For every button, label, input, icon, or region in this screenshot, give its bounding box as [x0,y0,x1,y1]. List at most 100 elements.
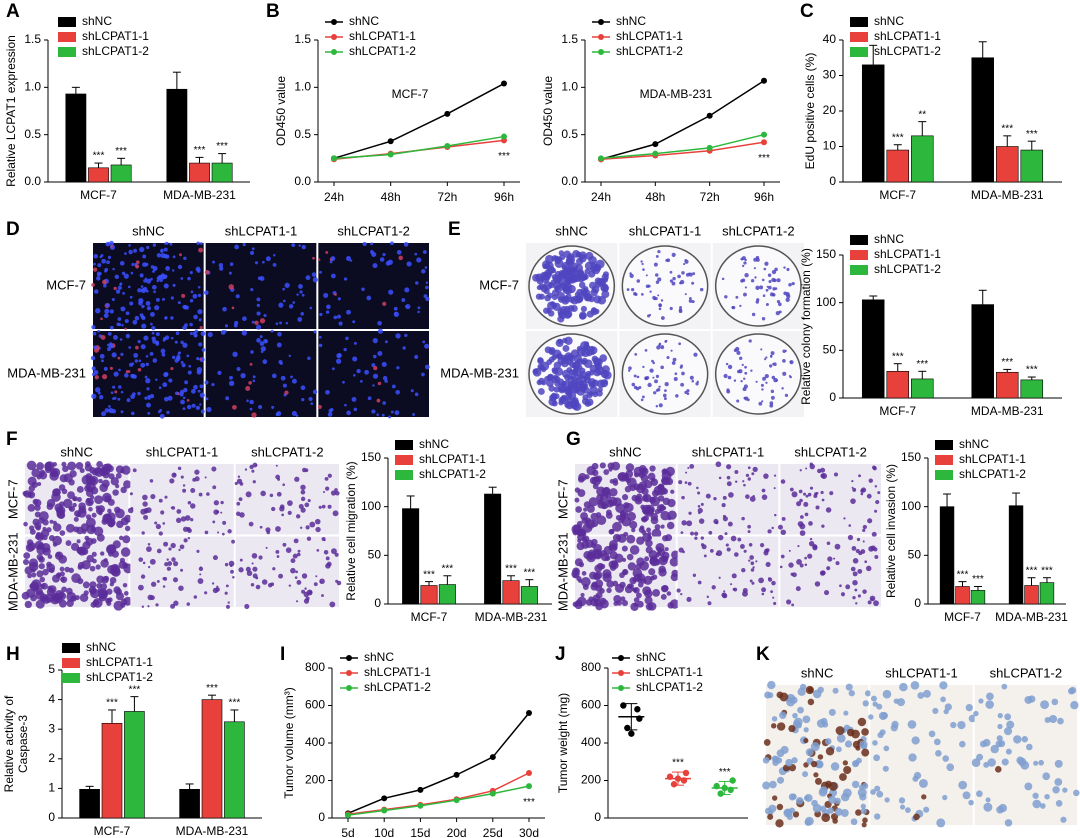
cell [376,413,379,416]
cell [636,279,641,283]
cell [747,524,751,529]
cell [390,410,394,414]
cell [552,302,561,311]
cell [67,491,75,500]
bar [955,586,970,605]
cell [249,407,253,411]
cell [773,601,777,606]
cell [190,290,194,294]
cell [755,285,760,290]
cell [764,807,772,815]
cell [308,396,313,402]
cell [596,562,604,570]
cell [1003,727,1013,736]
cell [157,410,161,414]
cell [239,512,245,518]
cell [624,485,632,493]
significance: *** [672,758,684,769]
cell [279,506,285,512]
cell [638,471,645,479]
cell [395,389,401,395]
cell [249,399,254,405]
cell [256,297,261,302]
cell [1016,756,1024,765]
cell [122,291,125,295]
cell [171,269,175,272]
cell [627,562,637,571]
y-tick-label: 0.5 [294,127,311,141]
cell [125,333,131,339]
cell [748,542,753,547]
cell [197,389,201,393]
cell [1033,760,1039,766]
legend-label: shLCPAT1-2 [419,467,486,481]
cell [749,496,756,502]
cell [91,283,95,287]
cell [108,343,114,349]
cell [958,780,968,790]
data-point [489,790,496,797]
cell [303,598,310,604]
cell [128,346,132,349]
cell [101,258,107,264]
cell [144,396,148,400]
cell [252,573,258,579]
y-tick-label: 200 [581,773,601,787]
cell [62,465,69,473]
cell [654,524,661,531]
cell [749,579,753,583]
cell [248,381,252,385]
cell [111,352,117,358]
cell [282,483,286,487]
cell [628,366,632,371]
cell [796,501,802,507]
cell [165,266,170,271]
cell [295,514,301,519]
cell [193,384,198,390]
cell [747,477,751,481]
cell [791,757,798,764]
y-axis-label: OD450 value [541,76,555,146]
cell [602,569,612,579]
bar [1020,379,1044,399]
y-tick-label: 400 [305,735,325,749]
micrograph [205,243,317,329]
cell [580,305,587,312]
cell [748,559,751,562]
bar [995,371,1019,399]
cell [259,525,263,529]
data-point [501,80,507,87]
cell [35,599,45,609]
cell [666,355,670,360]
cell [722,495,727,500]
legend-marker [618,655,624,661]
cell [820,473,826,479]
y-axis-label: EdU positive cells (%) [803,53,817,170]
cell [742,587,748,593]
cell [251,469,255,473]
cell [858,784,865,791]
cell [38,511,49,522]
series-line [600,133,765,160]
x-tick-label: MDA-MB-231 [971,188,1044,202]
column-label: shLCPAT1-2 [794,444,867,459]
cell [417,306,421,310]
cell [554,380,561,387]
cell [424,343,430,349]
cell [855,809,862,816]
cell [172,255,176,259]
cell [644,596,653,605]
cell [337,353,342,358]
cell [726,475,731,480]
cell [617,472,626,481]
data-point [717,790,724,797]
cell [232,404,237,410]
legend-swatch [935,470,953,480]
cell [122,535,131,544]
cell [896,698,906,707]
cell [904,807,911,814]
cell [290,558,296,564]
legend-swatch [935,455,953,465]
cell [803,795,810,801]
legend-label: shLCPAT1-2 [959,467,1026,481]
